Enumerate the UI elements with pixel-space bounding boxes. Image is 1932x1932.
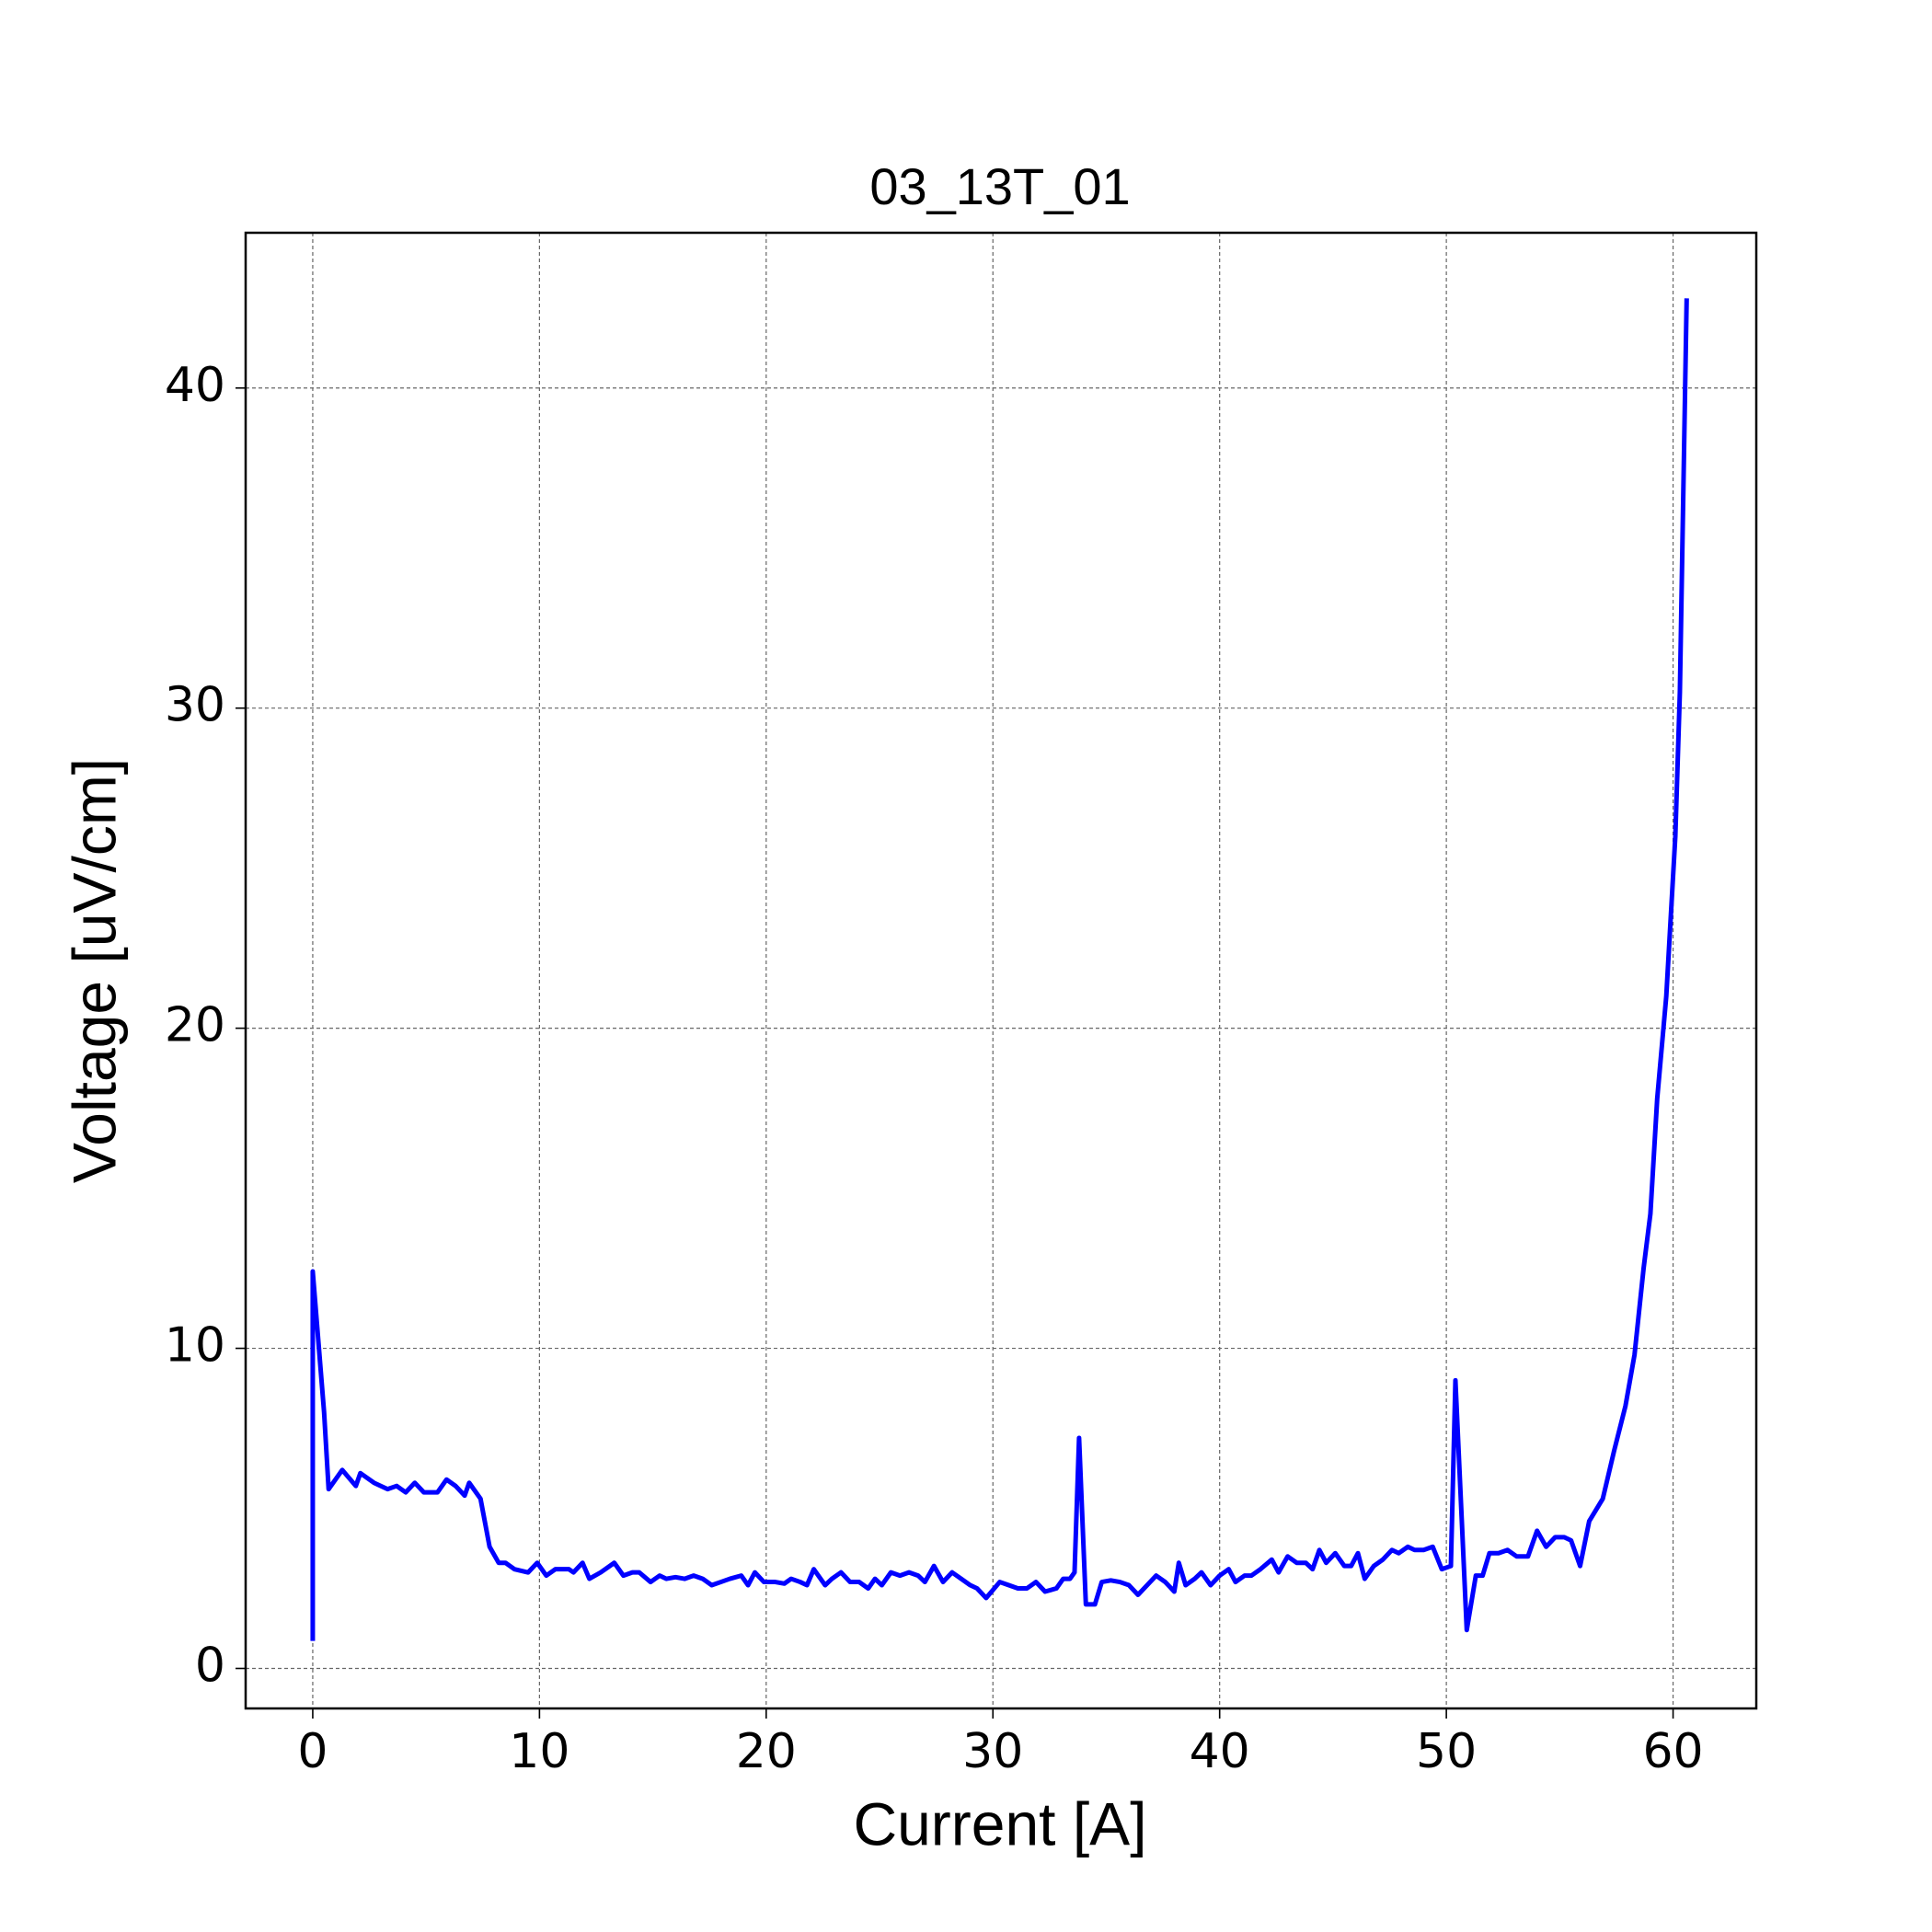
x-tick-label: 50 [1416, 1724, 1477, 1779]
x-tick-label: 60 [1642, 1724, 1703, 1779]
plot-frame [244, 231, 1758, 1710]
y-tick-label: 40 [165, 358, 225, 413]
chart-title: 03_13T_01 [869, 157, 1130, 215]
y-tick-label: 10 [165, 1318, 225, 1374]
y-axis-label: Voltage [uV/cm] [60, 758, 128, 1183]
y-tick-label: 30 [165, 678, 225, 733]
x-tick-label: 30 [962, 1724, 1023, 1779]
x-axis-label: Current [A] [853, 1789, 1146, 1857]
y-tick-label: 0 [195, 1639, 225, 1694]
x-tick-label: 0 [297, 1724, 328, 1779]
data-line [310, 298, 1689, 1641]
y-tick-label: 20 [165, 998, 225, 1053]
x-tick-label: 20 [736, 1724, 797, 1779]
x-tick-label: 40 [1190, 1724, 1250, 1779]
x-tick-label: 10 [509, 1724, 569, 1779]
